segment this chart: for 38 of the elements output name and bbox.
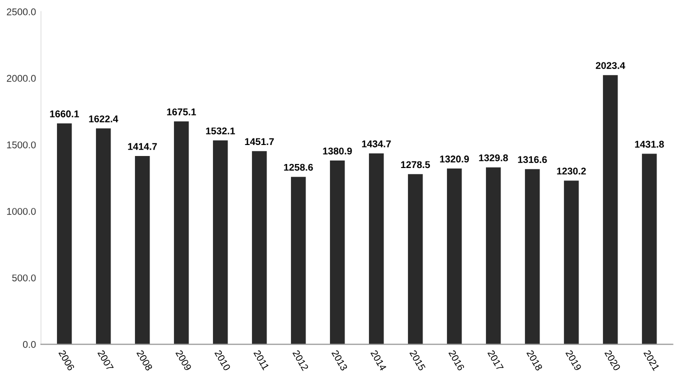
data-label: 1622.4 xyxy=(89,115,118,122)
y-tick-label: 2500.0 xyxy=(6,8,36,16)
data-label: 1316.6 xyxy=(518,156,547,164)
y-tick-label: 0.0 xyxy=(22,341,36,348)
y-tick-label: 1500.0 xyxy=(7,141,36,148)
bar xyxy=(252,151,267,344)
data-label: 1675.1 xyxy=(167,108,196,116)
bar xyxy=(212,140,228,344)
data-label: 1532.1 xyxy=(206,127,235,134)
data-label: 1414.7 xyxy=(128,143,157,150)
y-tick-label: 500.0 xyxy=(12,274,36,282)
bar xyxy=(602,75,618,344)
data-label: 1451.7 xyxy=(245,138,274,146)
data-label: 1329.8 xyxy=(479,154,508,162)
bar xyxy=(524,169,540,344)
bar xyxy=(56,123,72,344)
data-label: 1660.1 xyxy=(50,110,79,118)
bar xyxy=(564,180,579,344)
bar xyxy=(642,154,657,344)
bar xyxy=(174,121,189,344)
data-label: 1434.7 xyxy=(362,140,391,148)
bar xyxy=(446,168,462,344)
data-label: 1431.8 xyxy=(635,140,664,148)
data-label: 2023.4 xyxy=(596,62,626,69)
bar xyxy=(408,174,423,344)
y-tick-label: 2000.0 xyxy=(6,74,36,82)
bar xyxy=(290,176,306,344)
data-label: 1380.9 xyxy=(323,148,352,154)
data-label: 1258.6 xyxy=(284,164,313,171)
data-label: 1320.9 xyxy=(440,156,469,162)
bar xyxy=(486,167,501,344)
bar xyxy=(368,153,384,344)
data-label: 1230.2 xyxy=(557,168,586,175)
bar xyxy=(330,160,345,344)
bar xyxy=(96,128,111,344)
bar xyxy=(134,156,150,344)
y-tick-label: 1000.0 xyxy=(7,208,36,215)
data-label: 1278.5 xyxy=(401,161,430,168)
